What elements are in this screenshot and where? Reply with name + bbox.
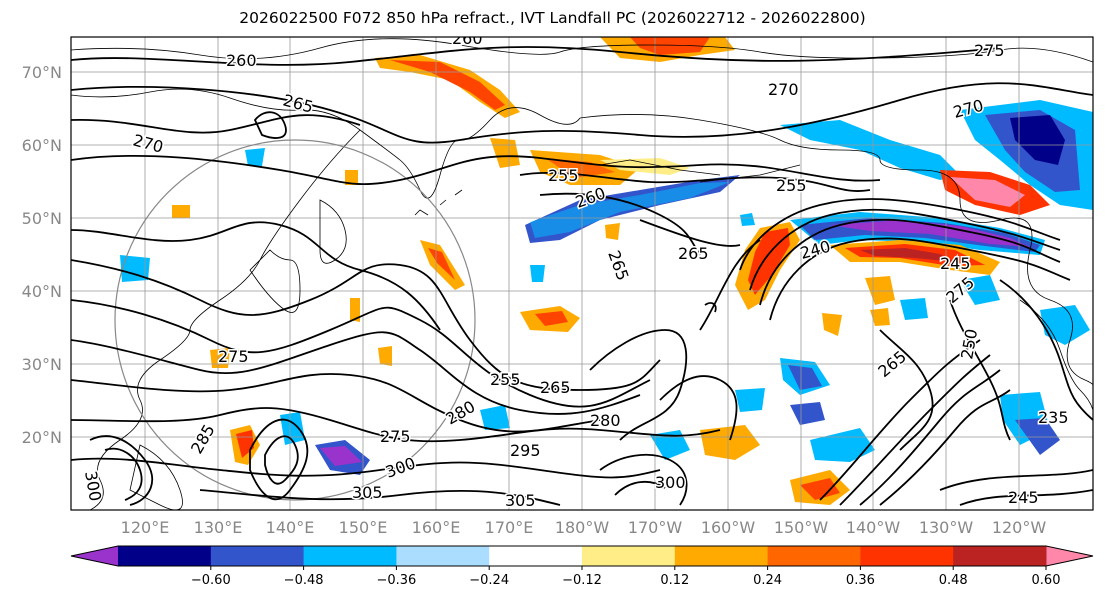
contour-label: 255 (490, 370, 521, 389)
lat-label: 60°N (22, 136, 62, 155)
lon-label: 120°E (121, 518, 170, 537)
lon-label: 120°W (992, 518, 1047, 537)
contour-label: 260 (226, 51, 257, 70)
contour-label: 270 (131, 131, 165, 157)
contour-label: 280 (443, 397, 479, 429)
lon-label: 160°W (701, 518, 756, 537)
colorbar-segment (118, 546, 212, 566)
contour-label: 275 (974, 41, 1005, 60)
colorbar-tick-label: −0.36 (376, 573, 416, 588)
colorbar-segment (210, 546, 305, 566)
lon-label: 180°W (555, 518, 610, 537)
contour-lines (71, 46, 1093, 506)
contour-label: 300 (81, 469, 105, 502)
colorbar-tick-label: −0.24 (469, 573, 509, 588)
lon-label: 150°W (774, 518, 829, 537)
great-circle (114, 139, 476, 501)
colorbar-segment (860, 546, 954, 566)
colorbar-tick-label: 0.48 (939, 573, 968, 588)
lat-label: 40°N (22, 282, 62, 301)
map-title: 2026022500 F072 850 hPa refract., IVT La… (239, 9, 866, 27)
colorbar-tick-label: −0.12 (562, 573, 602, 588)
contour-label: 300 (383, 453, 418, 481)
contour-label: 265 (604, 248, 632, 283)
plot-frame (70, 36, 1094, 511)
lat-axis: 70°N 60°N 50°N 40°N 30°N 20°N (22, 63, 62, 447)
contour-label: 305 (352, 483, 383, 502)
contour-label: 265 (540, 378, 571, 397)
contour-label: 280 (590, 411, 621, 430)
graticule (71, 37, 1093, 510)
colorbar-arrow-left (71, 546, 118, 566)
lon-label: 130°W (919, 518, 974, 537)
contour-label: 245 (1008, 488, 1039, 507)
lon-label: 130°E (194, 518, 243, 537)
colorbar-segment (582, 546, 676, 566)
contour-label: 275 (380, 427, 411, 446)
contour-label: 265 (281, 91, 315, 117)
lon-label: 140°W (846, 518, 901, 537)
contour-label: 305 (505, 491, 536, 510)
coastlines (71, 38, 1093, 510)
lon-label: 160°E (412, 518, 461, 537)
contour-label: 295 (510, 441, 541, 460)
lon-axis: 120°E 130°E 140°E 150°E 160°E 170°E 180°… (121, 518, 1047, 537)
colorbar: −0.60 −0.48 −0.36 −0.24 −0.12 0.12 0.24 0.36 0.4… (70, 545, 1094, 588)
colorbar-tick-label: −0.60 (191, 573, 231, 588)
contour-label: 255 (776, 176, 807, 195)
contour-label: 265 (678, 244, 709, 263)
colorbar-segment (953, 546, 1047, 566)
colorbar-tick-label: 0.12 (660, 573, 689, 588)
colorbar-tick-label: 0.24 (753, 573, 782, 588)
contour-label: 300 (655, 473, 686, 492)
lat-label: 70°N (22, 63, 62, 82)
lat-label: 30°N (22, 355, 62, 374)
lon-label: 170°W (628, 518, 683, 537)
colorbar-tick-label: −0.48 (284, 573, 324, 588)
contour-label: 255 (548, 166, 579, 185)
colorbar-arrow-right (1046, 546, 1093, 566)
colorbar-segment (674, 546, 769, 566)
lon-label: 140°E (266, 518, 315, 537)
colorbar-segment (767, 546, 861, 566)
colorbar-segment (489, 546, 583, 566)
contour-label: 275 (218, 347, 249, 366)
colorbar-segment (396, 546, 490, 566)
colorbar-segment (303, 546, 397, 566)
contour-label: 235 (1038, 408, 1069, 427)
colorbar-tick-label: 0.60 (1032, 573, 1061, 588)
colorbar-tick-label: 0.36 (846, 573, 875, 588)
contour-label: 260 (452, 29, 483, 48)
lat-label: 20°N (22, 428, 62, 447)
contour-label: 245 (940, 254, 971, 273)
lat-label: 50°N (22, 209, 62, 228)
lon-label: 170°E (485, 518, 534, 537)
lon-label: 150°E (339, 518, 388, 537)
contour-label: 270 (768, 80, 799, 99)
contour-label: 285 (187, 421, 219, 457)
colorbar-outline (70, 545, 1094, 567)
contour-label-group: 260 260 265 270 255 260 255 265 265 240 … (80, 29, 1070, 510)
